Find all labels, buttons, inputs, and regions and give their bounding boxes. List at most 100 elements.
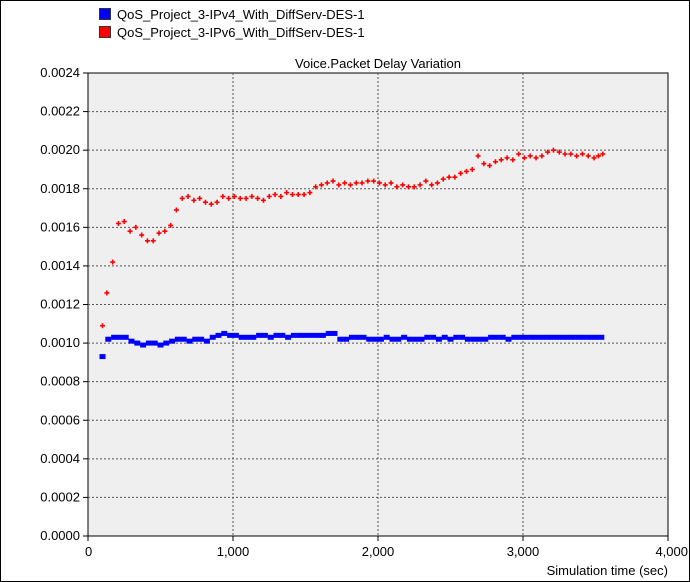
x-tick-label: 4,000 bbox=[655, 544, 688, 559]
data-point bbox=[481, 161, 487, 167]
data-point bbox=[121, 219, 127, 225]
data-point bbox=[492, 159, 498, 165]
data-point bbox=[191, 197, 197, 203]
data-point bbox=[139, 232, 145, 238]
data-point bbox=[533, 155, 539, 161]
data-point bbox=[313, 184, 319, 190]
data-point bbox=[198, 336, 205, 342]
data-point bbox=[521, 155, 527, 161]
data-point bbox=[243, 195, 249, 201]
data-point bbox=[366, 336, 373, 342]
data-point bbox=[145, 340, 152, 346]
data-point bbox=[180, 336, 187, 342]
legend-item-ipv6: QoS_Project_3-IPv6_With_DiffServ-DES-1 bbox=[99, 24, 365, 40]
data-point bbox=[215, 332, 222, 338]
data-point bbox=[423, 178, 429, 184]
data-point bbox=[598, 334, 605, 340]
data-point bbox=[365, 178, 371, 184]
data-point bbox=[545, 149, 551, 155]
x-tick-label: 0 bbox=[85, 544, 92, 559]
data-point bbox=[302, 332, 309, 338]
data-point bbox=[568, 151, 574, 157]
grid-lines bbox=[88, 73, 668, 536]
data-point bbox=[546, 334, 553, 340]
data-point bbox=[279, 332, 286, 338]
data-point bbox=[266, 193, 272, 199]
data-point bbox=[464, 336, 471, 342]
data-point bbox=[209, 334, 216, 340]
data-point bbox=[221, 330, 228, 336]
data-point bbox=[343, 336, 350, 342]
data-point bbox=[261, 332, 268, 338]
data-point bbox=[105, 336, 112, 342]
data-point bbox=[487, 163, 493, 169]
data-point bbox=[453, 334, 460, 340]
legend-label-ipv6: QoS_Project_3-IPv6_With_DiffServ-DES-1 bbox=[117, 24, 365, 40]
data-point bbox=[372, 336, 379, 342]
data-point bbox=[394, 184, 400, 190]
data-point bbox=[256, 332, 263, 338]
data-point bbox=[411, 184, 417, 190]
data-point bbox=[482, 336, 489, 342]
data-point bbox=[435, 336, 442, 342]
data-point bbox=[347, 182, 353, 188]
data-point bbox=[377, 336, 384, 342]
data-point bbox=[592, 334, 599, 340]
data-point bbox=[202, 199, 208, 205]
data-point bbox=[157, 342, 164, 348]
data-point bbox=[499, 334, 506, 340]
data-point bbox=[498, 157, 504, 163]
data-point bbox=[551, 334, 558, 340]
data-point bbox=[133, 224, 139, 230]
data-point bbox=[168, 222, 174, 228]
data-point bbox=[122, 334, 129, 340]
data-point bbox=[527, 153, 533, 159]
data-point bbox=[504, 155, 510, 161]
data-point bbox=[110, 259, 116, 265]
data-point bbox=[556, 149, 562, 155]
data-point bbox=[383, 334, 390, 340]
data-point bbox=[220, 193, 226, 199]
data-point bbox=[285, 334, 292, 340]
y-tick-label: 0.0024 bbox=[40, 65, 80, 80]
data-point bbox=[429, 182, 435, 188]
data-point bbox=[232, 332, 239, 338]
x-tick-label: 2,000 bbox=[362, 544, 395, 559]
data-point bbox=[389, 336, 396, 342]
data-point bbox=[314, 332, 321, 338]
data-point bbox=[324, 180, 330, 186]
data-point bbox=[192, 336, 199, 342]
data-point bbox=[134, 340, 141, 346]
data-point bbox=[376, 180, 382, 186]
x-tick-label: 3,000 bbox=[507, 544, 540, 559]
data-point bbox=[405, 184, 411, 190]
data-point bbox=[307, 190, 313, 196]
data-point bbox=[412, 336, 419, 342]
data-point bbox=[272, 192, 278, 198]
data-point bbox=[371, 178, 377, 184]
data-point bbox=[231, 193, 237, 199]
data-point bbox=[470, 336, 477, 342]
data-point bbox=[227, 332, 234, 338]
data-point bbox=[417, 182, 423, 188]
data-point bbox=[353, 180, 359, 186]
data-point bbox=[115, 220, 121, 226]
data-point bbox=[440, 176, 446, 182]
y-tick-label: 0.0018 bbox=[40, 181, 80, 196]
data-point bbox=[516, 151, 522, 157]
data-point bbox=[452, 174, 458, 180]
y-tick-label: 0.0010 bbox=[40, 335, 80, 350]
data-point bbox=[214, 199, 220, 205]
data-point bbox=[185, 193, 191, 199]
data-point bbox=[273, 332, 280, 338]
data-point bbox=[169, 338, 176, 344]
y-tick-label: 0.0022 bbox=[40, 104, 80, 119]
data-point bbox=[308, 332, 315, 338]
data-point bbox=[226, 195, 232, 201]
data-point bbox=[128, 338, 135, 344]
series-ipv4 bbox=[99, 330, 605, 360]
y-tick-label: 0.0020 bbox=[40, 142, 80, 157]
data-point bbox=[111, 334, 118, 340]
data-point bbox=[522, 334, 529, 340]
